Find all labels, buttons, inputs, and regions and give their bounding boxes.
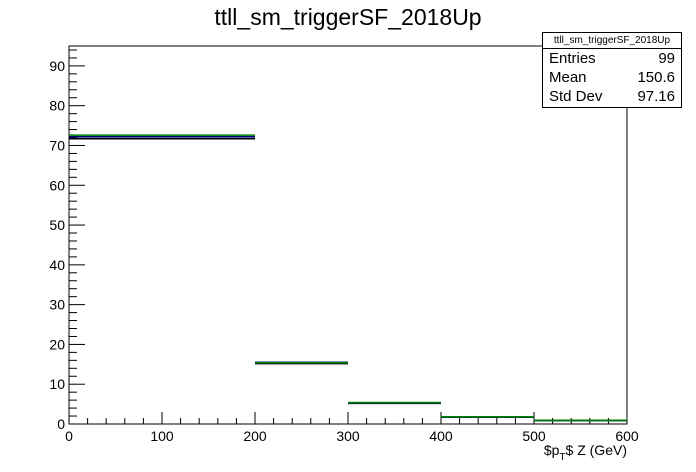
y-tick-label: 40 <box>49 257 65 273</box>
stats-stddev-label: Std Dev <box>549 88 603 105</box>
x-tick-label: 0 <box>65 428 73 444</box>
y-tick-label: 60 <box>49 177 65 193</box>
stats-entries-row: Entries 99 <box>543 49 681 68</box>
stats-stddev-row: Std Dev 97.16 <box>543 87 681 106</box>
stats-entries-value: 99 <box>658 50 675 67</box>
axes <box>68 45 628 425</box>
axis-labels: 0 100 200 300 400 500 600 0 10 20 30 40 50 60 70 80 90 $p… <box>49 58 638 463</box>
x-tick-label: 300 <box>336 428 360 444</box>
y-tick-label: 30 <box>49 297 65 313</box>
x-tick-label: 600 <box>615 428 639 444</box>
y-tick-label: 20 <box>49 336 65 352</box>
x-tick-label: 100 <box>150 428 174 444</box>
y-tick-label: 80 <box>49 98 65 114</box>
y-tick-label: 0 <box>57 416 65 432</box>
x-tick-label: 500 <box>522 428 546 444</box>
stats-mean-label: Mean <box>549 69 587 86</box>
y-tick-label: 10 <box>49 376 65 392</box>
histogram-marks <box>69 134 627 422</box>
y-tick-label: 90 <box>49 58 65 74</box>
y-tick-label: 50 <box>49 217 65 233</box>
stats-mean-value: 150.6 <box>637 69 675 86</box>
stats-stddev-value: 97.16 <box>637 88 675 105</box>
chart-title: ttll_sm_triggerSF_2018Up <box>214 4 482 30</box>
x-axis-label: $pT$ Z (GeV) <box>544 442 627 463</box>
y-tick-label: 70 <box>49 137 65 153</box>
stats-box: ttll_sm_triggerSF_2018Up Entries 99 Mean… <box>542 32 682 108</box>
stats-mean-row: Mean 150.6 <box>543 68 681 87</box>
stats-box-title: ttll_sm_triggerSF_2018Up <box>543 33 681 49</box>
x-tick-label: 200 <box>243 428 267 444</box>
stats-entries-label: Entries <box>549 50 596 67</box>
x-tick-label: 400 <box>429 428 453 444</box>
